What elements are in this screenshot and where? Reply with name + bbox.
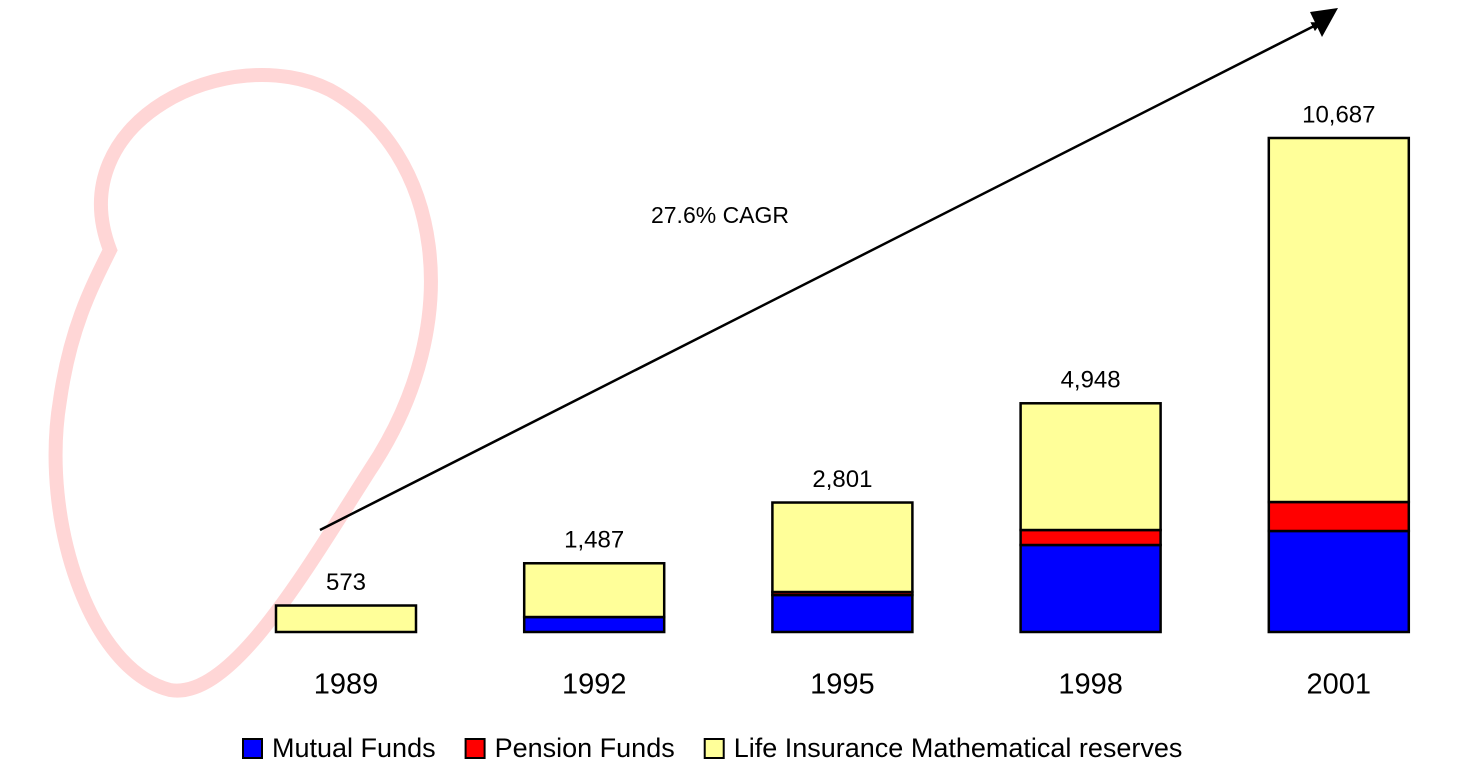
x-tick-label: 1998	[1058, 669, 1123, 701]
cagr-annotation: 27.6% CAGR	[651, 202, 789, 228]
chart: 27.6% CAGR Mutual Funds Pension Funds Life…	[0, 0, 1463, 773]
bar-segment	[524, 563, 664, 617]
legend-label: Mutual Funds	[272, 733, 436, 763]
total-label: 1,487	[564, 527, 624, 554]
legend-label: Life Insurance Mathematical reserves	[734, 733, 1183, 763]
total-label: 4,948	[1061, 367, 1121, 394]
legend-swatch	[243, 739, 262, 758]
total-label: 2,801	[812, 466, 872, 493]
bar-segment	[1269, 138, 1409, 502]
total-label: 573	[326, 569, 366, 596]
total-label: 10,687	[1302, 101, 1375, 128]
cagr-arrow	[320, 24, 1318, 530]
legend-swatch	[705, 739, 724, 758]
arrow-head	[1310, 8, 1338, 37]
bar-segment	[772, 595, 912, 632]
bar-segment	[524, 617, 664, 632]
x-tick-label: 2001	[1307, 669, 1372, 701]
bar-segment	[1021, 530, 1161, 545]
x-tick-label: 1992	[562, 669, 627, 701]
legend-label: Pension Funds	[495, 733, 675, 763]
bar-segment	[1021, 545, 1161, 632]
bar-segment	[276, 606, 416, 632]
legend-swatch	[466, 739, 485, 758]
bar-segment	[1269, 531, 1409, 632]
x-tick-label: 1989	[314, 669, 379, 701]
bar-segment	[1269, 502, 1409, 531]
legend: Mutual Funds Pension Funds Life Insurance …	[243, 733, 1182, 763]
watermark	[56, 75, 431, 691]
bar-segment	[1021, 403, 1161, 530]
bar-segment	[772, 503, 912, 592]
x-tick-label: 1995	[810, 669, 875, 701]
